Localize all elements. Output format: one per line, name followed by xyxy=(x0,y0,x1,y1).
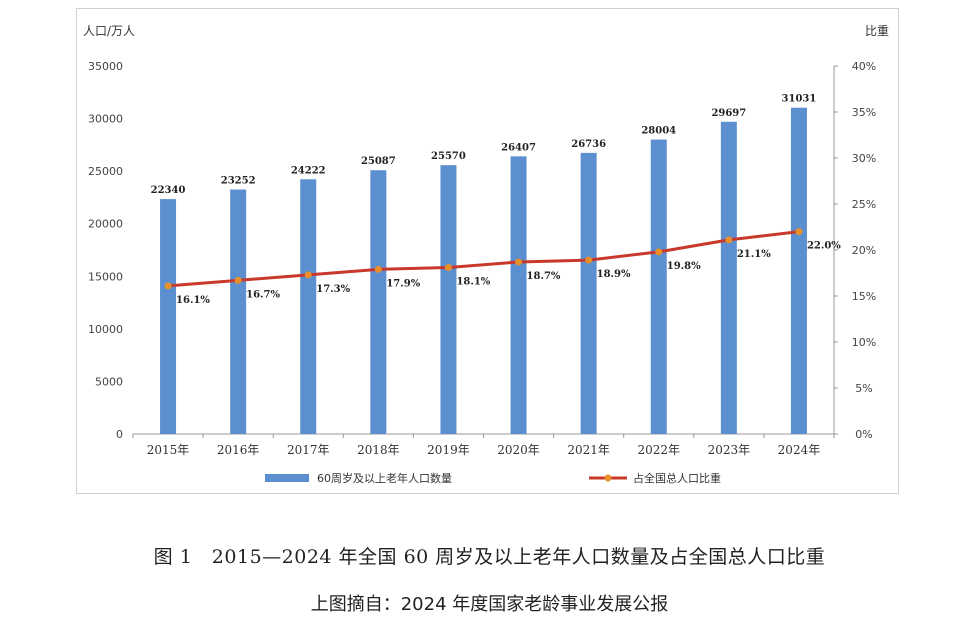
x-tick-label: 2016年 xyxy=(217,443,260,457)
left-tick-label: 0 xyxy=(116,428,123,441)
right-axis-title: 比重 xyxy=(865,24,889,38)
proportion-point xyxy=(234,276,242,284)
bar-value-label: 31031 xyxy=(782,94,817,105)
left-tick-label: 20000 xyxy=(88,218,123,231)
proportion-label: 21.1% xyxy=(737,249,771,260)
proportion-label: 16.7% xyxy=(246,289,280,300)
proportion-line xyxy=(167,230,800,288)
proportion-label: 19.8% xyxy=(667,261,701,272)
left-tick-label: 10000 xyxy=(88,323,123,336)
bar xyxy=(720,121,737,434)
bar xyxy=(230,189,247,434)
x-tick-label: 2023年 xyxy=(708,443,751,457)
left-tick-label: 5000 xyxy=(95,375,123,388)
x-tick-label: 2024年 xyxy=(778,443,821,457)
legend-bar-swatch xyxy=(265,474,309,482)
proportion-point xyxy=(725,236,733,244)
proportion-point xyxy=(585,256,593,264)
bar xyxy=(440,165,457,434)
bar xyxy=(300,179,317,434)
proportion-label: 18.1% xyxy=(456,276,490,287)
bar-value-label: 25087 xyxy=(361,156,396,167)
legend-line-marker xyxy=(604,474,612,482)
bar xyxy=(650,139,667,435)
proportion-label: 17.3% xyxy=(316,284,350,295)
bar-value-label: 26407 xyxy=(501,142,536,153)
bar-value-label: 24222 xyxy=(291,165,326,176)
bar xyxy=(580,152,597,434)
x-tick-label: 2017年 xyxy=(287,443,330,457)
right-tick-label: 10% xyxy=(852,336,876,349)
bar xyxy=(370,170,387,434)
proportion-point xyxy=(444,263,452,271)
proportion-point xyxy=(304,271,312,279)
bar xyxy=(510,156,527,435)
figure-caption: 图 1 2015—2024 年全国 60 周岁及以上老年人口数量及占全国总人口比… xyxy=(153,546,826,568)
proportion-point xyxy=(374,265,382,273)
x-tick-label: 2018年 xyxy=(357,443,400,457)
bar-value-label: 26736 xyxy=(571,139,606,150)
legend-bar-label: 60周岁及以上老年人口数量 xyxy=(317,471,452,485)
right-tick-label: 40% xyxy=(852,60,876,73)
left-axis-title: 人口/万人 xyxy=(83,24,135,38)
proportion-point xyxy=(164,282,172,290)
bar xyxy=(160,199,177,434)
bar-value-label: 23252 xyxy=(221,176,256,187)
right-tick-label: 5% xyxy=(855,382,872,395)
proportion-point xyxy=(795,228,803,236)
proportion-point xyxy=(655,248,663,256)
proportion-point xyxy=(515,258,523,266)
proportion-label: 18.7% xyxy=(527,271,561,282)
proportion-label: 22.0% xyxy=(807,241,841,252)
legend-line-label: 占全国总人口比重 xyxy=(633,471,721,485)
proportion-label: 18.9% xyxy=(597,269,631,280)
bar-value-label: 29697 xyxy=(711,108,746,119)
chart-svg: 人口/万人 比重 0 5000 10000 15000 20000 25000 30000 350… xyxy=(83,24,889,485)
right-tick-label: 20% xyxy=(852,244,876,257)
left-tick-label: 25000 xyxy=(88,165,123,178)
x-tick-label: 2015年 xyxy=(147,443,190,457)
right-tick-label: 25% xyxy=(852,198,876,211)
source-note: 上图摘自：2024 年度国家老龄事业发展公报 xyxy=(310,594,669,615)
left-tick-label: 35000 xyxy=(88,60,123,73)
x-tick-label: 2020年 xyxy=(497,443,540,457)
bar-value-label: 22340 xyxy=(151,185,186,196)
proportion-label: 16.1% xyxy=(176,295,210,306)
left-tick-label: 15000 xyxy=(88,270,123,283)
x-tick-label: 2019年 xyxy=(427,443,470,457)
right-tick-label: 30% xyxy=(852,152,876,165)
chart-frame: 人口/万人 比重 0 5000 10000 15000 20000 25000 30000 350… xyxy=(76,8,899,494)
proportion-label: 17.9% xyxy=(386,278,420,289)
x-tick-label: 2021年 xyxy=(567,443,610,457)
bar-value-label: 25570 xyxy=(431,151,466,162)
x-tick-label: 2022年 xyxy=(637,443,680,457)
bar-value-label: 28004 xyxy=(641,126,676,137)
bar xyxy=(790,107,807,434)
right-tick-label: 35% xyxy=(852,106,876,119)
right-tick-label: 0% xyxy=(855,428,872,441)
right-tick-label: 15% xyxy=(852,290,876,303)
left-tick-label: 30000 xyxy=(88,113,123,126)
